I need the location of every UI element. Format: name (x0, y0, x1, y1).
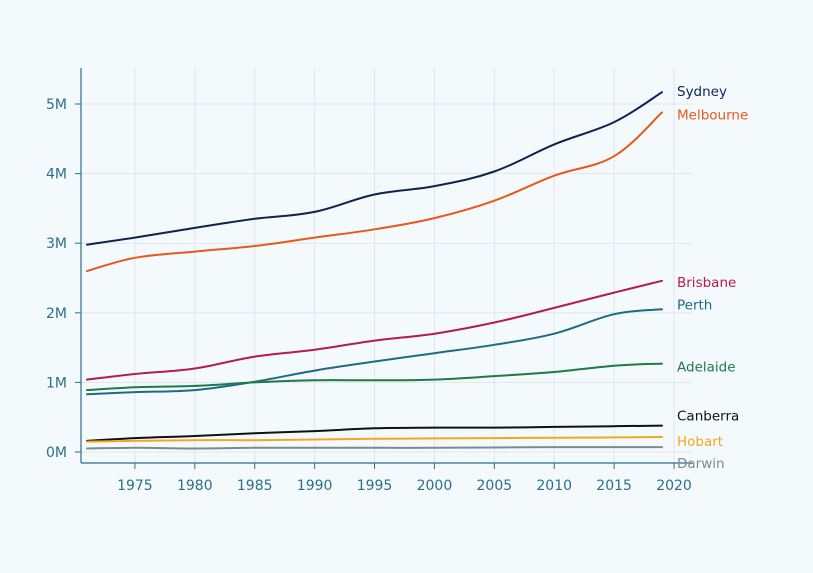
x-tick-label: 2010 (536, 478, 572, 494)
x-tick-label: 1985 (237, 478, 273, 494)
series-line-melbourne (86, 111, 663, 272)
series-label-brisbane: Brisbane (677, 275, 736, 291)
series-label-hobart: Hobart (677, 434, 723, 450)
x-tick-label: 2005 (477, 478, 513, 494)
y-tick-label: 2M (46, 306, 67, 322)
series-label-darwin: Darwin (677, 456, 725, 472)
gridlines (81, 68, 692, 463)
y-tick-label: 3M (46, 236, 67, 252)
series-label-sydney: Sydney (677, 84, 727, 100)
series-line-brisbane (86, 279, 663, 381)
x-tick-label: 1995 (357, 478, 393, 494)
y-tick-label: 4M (46, 167, 67, 183)
x-tick-label: 2015 (596, 478, 632, 494)
series-line-darwin (86, 446, 663, 450)
x-tick-label: 2020 (656, 478, 692, 494)
x-tick-label: 1980 (177, 478, 213, 494)
series-line-perth (86, 308, 663, 396)
series-label-perth: Perth (677, 297, 712, 313)
y-ticks: 0M 1M 2M 3M 4M 5M (46, 97, 81, 461)
series-line-adelaide (86, 362, 663, 392)
series-labels: Sydney Melbourne Brisbane Perth Adelaide Canb… (677, 84, 748, 472)
y-tick-label: 5M (46, 97, 67, 113)
axes (80, 68, 692, 464)
x-tick-label: 2000 (417, 478, 453, 494)
series-line-sydney (86, 91, 663, 246)
x-tick-label: 1990 (297, 478, 333, 494)
series-label-melbourne: Melbourne (677, 107, 748, 123)
series-label-canberra: Canberra (677, 409, 739, 425)
x-ticks: 1975 1980 1985 1990 1995 2000 2005 2010 2015 2020 (117, 463, 692, 494)
series-lines (86, 91, 663, 450)
x-tick-label: 1975 (117, 478, 153, 494)
series-line-hobart (86, 436, 663, 443)
series-label-adelaide: Adelaide (677, 360, 736, 376)
series-line-canberra (86, 424, 663, 442)
y-tick-label: 1M (46, 375, 67, 391)
y-tick-label: 0M (46, 445, 67, 461)
